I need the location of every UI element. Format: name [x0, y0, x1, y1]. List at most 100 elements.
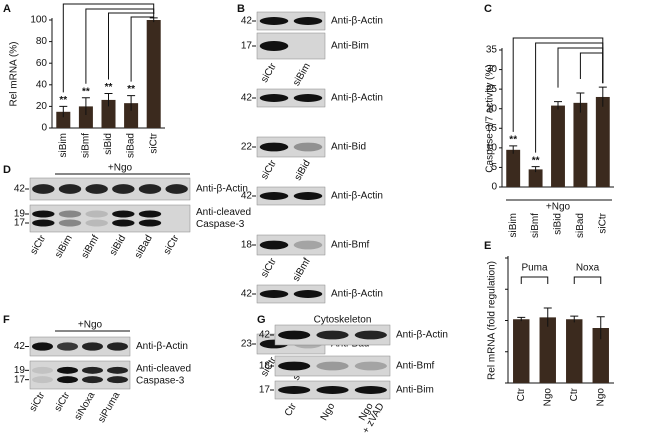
blot-band — [85, 184, 108, 194]
blot-band — [85, 210, 108, 218]
significance-label: ** — [127, 84, 135, 95]
x-tick-label: siCtr — [148, 132, 159, 153]
lane-label: siBid — [293, 158, 313, 182]
antibody-label: Anti-cleaved — [196, 207, 251, 218]
lane-label: siNoxa — [73, 390, 98, 422]
lane-label: siPuma — [96, 390, 122, 425]
x-tick-label: siCtr — [597, 212, 608, 233]
bar — [573, 102, 588, 187]
antibody-label: Caspase-3 — [196, 219, 245, 230]
blot-band — [58, 219, 82, 227]
blot-strip — [274, 355, 391, 377]
y-tick-label: 10 — [486, 142, 498, 153]
blot-band — [165, 184, 188, 194]
blot-strip — [29, 177, 191, 201]
significance-label: ** — [105, 82, 113, 93]
size-marker: 18 — [259, 361, 271, 372]
blot-band — [316, 330, 349, 340]
x-tick-label: Ctr — [516, 387, 527, 401]
blot-band — [85, 219, 108, 227]
blot-band — [293, 192, 323, 200]
panel-letter: B — [237, 3, 245, 15]
group-label: Noxa — [576, 263, 600, 274]
antibody-label: Anti-Bmf — [331, 240, 370, 251]
error-bar — [127, 95, 136, 111]
lane-label: siCtr — [259, 256, 279, 280]
lane-label: siCtr — [28, 390, 48, 414]
significance-bracket — [579, 52, 604, 84]
lane-label: siCtr — [259, 158, 279, 182]
panel-letter: G — [257, 314, 266, 326]
lane-label: siCtr — [162, 233, 182, 257]
blot-band — [354, 386, 387, 394]
blot-band — [278, 386, 311, 394]
blot-band — [354, 330, 387, 340]
panel-letter: E — [484, 240, 491, 252]
group-bracket — [573, 276, 602, 284]
blot-strip — [256, 186, 326, 206]
size-marker: 17 — [241, 41, 253, 52]
blot-band — [32, 342, 53, 351]
blot-strip — [29, 204, 191, 233]
group-bracket — [520, 276, 549, 284]
bar — [506, 149, 521, 187]
antibody-label: Anti-β-Actin — [196, 184, 248, 195]
error-bar — [81, 97, 90, 116]
x-tick-label: siBim — [508, 213, 519, 237]
error-bar — [598, 86, 607, 107]
y-tick-label: 40 — [36, 79, 48, 90]
y-tick-label: 20 — [486, 103, 498, 114]
bar — [592, 328, 609, 383]
antibody-label: Anti-β-Actin — [396, 330, 448, 341]
blot-band — [82, 342, 103, 351]
y-tick-label: 35 — [486, 45, 498, 56]
significance-label: ** — [59, 95, 67, 106]
significance-label: ** — [82, 86, 90, 97]
blot-band — [316, 361, 349, 371]
x-tick-label: Ctr — [569, 387, 580, 401]
blot-strip — [29, 360, 131, 390]
bar — [56, 111, 71, 128]
antibody-label: Anti-β-Actin — [331, 16, 383, 27]
bar — [566, 319, 583, 383]
blot-band — [32, 210, 55, 218]
x-tick-label: siBmf — [81, 133, 92, 158]
blot-band — [112, 184, 135, 194]
blot-band — [57, 342, 78, 351]
blot-band — [259, 192, 289, 200]
antibody-label: Anti-β-Actin — [331, 191, 383, 202]
error-bar — [543, 307, 552, 327]
size-marker: 42 — [241, 289, 253, 300]
blot-band — [138, 219, 162, 227]
size-marker: 22 — [241, 142, 253, 153]
blot-band — [259, 17, 289, 25]
blot-band — [354, 361, 387, 371]
blot-band — [32, 376, 53, 384]
size-marker: 42 — [241, 93, 253, 104]
panel-letter: C — [484, 3, 492, 15]
lane-label: siBad — [133, 233, 155, 260]
bar — [551, 105, 565, 187]
blot-band — [138, 210, 162, 218]
lane-label: siCtr — [28, 233, 48, 257]
error-bar — [531, 166, 540, 173]
group-label: +Ngo — [546, 202, 571, 213]
blot-band — [259, 240, 289, 250]
antibody-label: Anti-Bim — [331, 41, 369, 52]
y-axis-label: Rel mRNA (%) — [9, 41, 20, 106]
antibody-label: Anti-β-Actin — [331, 289, 383, 300]
blot-band — [259, 290, 289, 298]
error-bar — [59, 105, 68, 118]
lane-label: siBmf — [291, 256, 313, 283]
size-marker: 17 — [14, 374, 26, 385]
blot-band — [293, 94, 323, 102]
error-bar — [554, 101, 562, 110]
blot-header: Cytoskeleton — [314, 315, 372, 326]
blot-band — [278, 361, 311, 371]
size-marker: 42 — [241, 16, 253, 27]
group-label: Puma — [521, 263, 548, 274]
blot-strip — [256, 136, 326, 158]
size-marker: 17 — [14, 218, 26, 229]
blot-strip — [256, 11, 326, 31]
